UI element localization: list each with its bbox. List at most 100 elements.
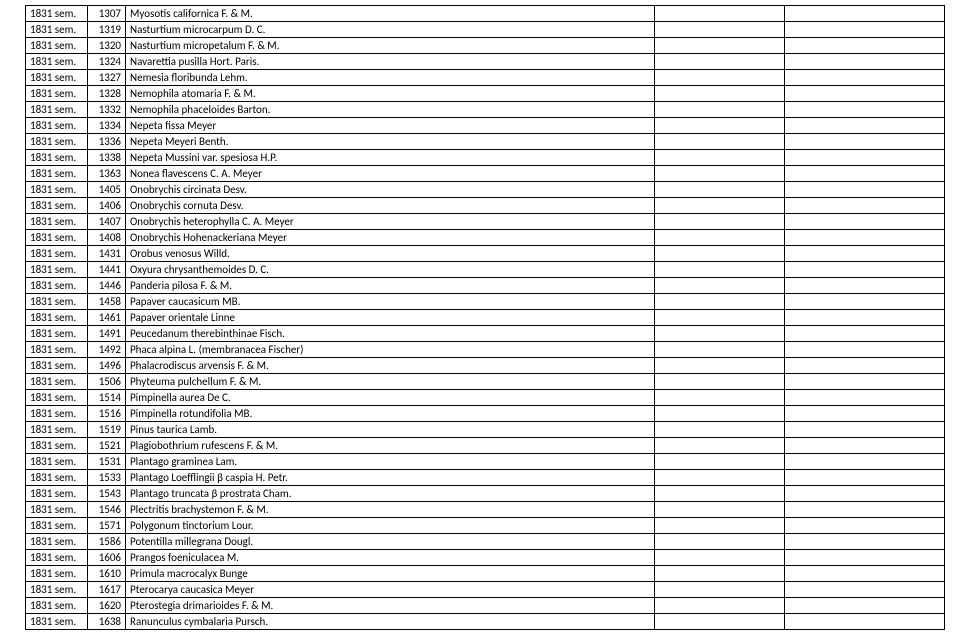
table-row: 1831 sem.1571Polygonum tinctorium Lour. — [26, 518, 945, 534]
cell-name: Papaver orientale Linne — [126, 310, 655, 326]
cell-sem: 1831 sem. — [26, 550, 88, 566]
cell-empty — [785, 294, 945, 310]
cell-empty — [655, 102, 785, 118]
cell-sem: 1831 sem. — [26, 470, 88, 486]
cell-name: Onobrychis circinata Desv. — [126, 182, 655, 198]
table-row: 1831 sem.1533Plantago Loefflingii β casp… — [26, 470, 945, 486]
cell-empty — [785, 598, 945, 614]
cell-sem: 1831 sem. — [26, 102, 88, 118]
cell-empty — [655, 278, 785, 294]
cell-empty — [785, 486, 945, 502]
table-row: 1831 sem.1514Pimpinella aurea De C. — [26, 390, 945, 406]
cell-empty — [785, 502, 945, 518]
cell-name: Plantago truncata β prostrata Cham. — [126, 486, 655, 502]
cell-sem: 1831 sem. — [26, 358, 88, 374]
table-row: 1831 sem.1338Nepeta Mussini var. spesios… — [26, 150, 945, 166]
cell-empty — [785, 22, 945, 38]
cell-name: Nasturtium micropetalum F. & M. — [126, 38, 655, 54]
botanical-table: 1831 sem.1307Myosotis californica F. & M… — [25, 5, 945, 630]
cell-empty — [655, 198, 785, 214]
cell-sem: 1831 sem. — [26, 70, 88, 86]
cell-empty — [785, 150, 945, 166]
cell-empty — [785, 326, 945, 342]
cell-num: 1533 — [88, 470, 126, 486]
cell-empty — [655, 22, 785, 38]
cell-num: 1328 — [88, 86, 126, 102]
cell-num: 1496 — [88, 358, 126, 374]
cell-num: 1546 — [88, 502, 126, 518]
cell-name: Pterocarya caucasica Meyer — [126, 582, 655, 598]
cell-empty — [655, 470, 785, 486]
cell-name: Phaca alpina L. (membranacea Fischer) — [126, 342, 655, 358]
cell-name: Nonea flavescens C. A. Meyer — [126, 166, 655, 182]
cell-sem: 1831 sem. — [26, 374, 88, 390]
table-row: 1831 sem.1543Plantago truncata β prostra… — [26, 486, 945, 502]
cell-empty — [655, 406, 785, 422]
table-row: 1831 sem.1405Onobrychis circinata Desv. — [26, 182, 945, 198]
cell-empty — [655, 486, 785, 502]
cell-name: Onobrychis heterophylla C. A. Meyer — [126, 214, 655, 230]
cell-name: Phyteuma pulchellum F. & M. — [126, 374, 655, 390]
cell-empty — [785, 102, 945, 118]
cell-empty — [785, 198, 945, 214]
cell-empty — [785, 550, 945, 566]
cell-name: Primula macrocalyx Bunge — [126, 566, 655, 582]
cell-sem: 1831 sem. — [26, 438, 88, 454]
cell-sem: 1831 sem. — [26, 230, 88, 246]
cell-empty — [655, 6, 785, 22]
table-row: 1831 sem.1606Prangos foeniculacea M. — [26, 550, 945, 566]
cell-sem: 1831 sem. — [26, 310, 88, 326]
cell-num: 1446 — [88, 278, 126, 294]
cell-num: 1324 — [88, 54, 126, 70]
cell-empty — [655, 166, 785, 182]
cell-empty — [655, 294, 785, 310]
table-row: 1831 sem.1328Nemophila atomaria F. & M. — [26, 86, 945, 102]
cell-name: Ranunculus cymbalaria Pursch. — [126, 614, 655, 630]
cell-sem: 1831 sem. — [26, 54, 88, 70]
cell-num: 1531 — [88, 454, 126, 470]
cell-sem: 1831 sem. — [26, 6, 88, 22]
table-row: 1831 sem.1638Ranunculus cymbalaria Pursc… — [26, 614, 945, 630]
cell-name: Nemophila phaceloides Barton. — [126, 102, 655, 118]
cell-sem: 1831 sem. — [26, 454, 88, 470]
cell-empty — [655, 342, 785, 358]
cell-sem: 1831 sem. — [26, 390, 88, 406]
cell-name: Prangos foeniculacea M. — [126, 550, 655, 566]
table-row: 1831 sem.1363Nonea flavescens C. A. Meye… — [26, 166, 945, 182]
cell-empty — [785, 566, 945, 582]
cell-empty — [655, 534, 785, 550]
cell-name: Nepeta fissa Meyer — [126, 118, 655, 134]
cell-num: 1363 — [88, 166, 126, 182]
cell-empty — [655, 326, 785, 342]
cell-empty — [785, 6, 945, 22]
cell-num: 1586 — [88, 534, 126, 550]
cell-num: 1320 — [88, 38, 126, 54]
cell-name: Myosotis californica F. & M. — [126, 6, 655, 22]
cell-empty — [785, 310, 945, 326]
cell-empty — [785, 214, 945, 230]
table-row: 1831 sem.1406Onobrychis cornuta Desv. — [26, 198, 945, 214]
cell-sem: 1831 sem. — [26, 486, 88, 502]
cell-empty — [655, 54, 785, 70]
cell-empty — [785, 230, 945, 246]
table-row: 1831 sem.1327Nemesia floribunda Lehm. — [26, 70, 945, 86]
cell-sem: 1831 sem. — [26, 614, 88, 630]
cell-empty — [655, 422, 785, 438]
cell-num: 1338 — [88, 150, 126, 166]
cell-name: Pimpinella aurea De C. — [126, 390, 655, 406]
cell-empty — [785, 134, 945, 150]
table-row: 1831 sem.1320Nasturtium micropetalum F. … — [26, 38, 945, 54]
cell-num: 1606 — [88, 550, 126, 566]
cell-sem: 1831 sem. — [26, 582, 88, 598]
table-row: 1831 sem.1546Plectritis brachystemon F. … — [26, 502, 945, 518]
cell-empty — [655, 38, 785, 54]
cell-empty — [655, 118, 785, 134]
cell-num: 1441 — [88, 262, 126, 278]
cell-empty — [785, 390, 945, 406]
cell-empty — [785, 422, 945, 438]
cell-empty — [655, 614, 785, 630]
cell-num: 1407 — [88, 214, 126, 230]
cell-sem: 1831 sem. — [26, 182, 88, 198]
table-row: 1831 sem.1617Pterocarya caucasica Meyer — [26, 582, 945, 598]
cell-sem: 1831 sem. — [26, 118, 88, 134]
